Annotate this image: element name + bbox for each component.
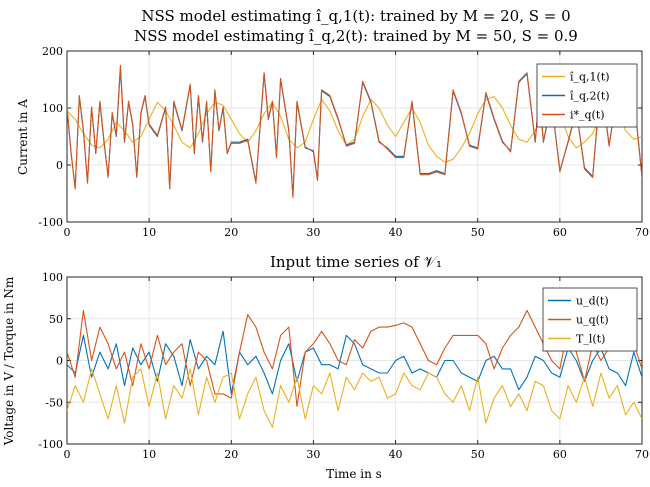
y-tick-label: 50 [49,313,63,326]
legend-label-0: u_d(t) [576,295,609,308]
x-tick-label: 50 [471,448,485,461]
legend-label-1: u_q(t) [576,314,609,327]
x-tick-label: 0 [64,226,71,239]
x-tick-label: 20 [224,448,238,461]
y-tick-label: 100 [42,271,63,284]
x-tick-label: 10 [142,226,156,239]
x-tick-label: 20 [224,226,238,239]
top-chart-title: NSS model estimating î_q,1(t): trained b… [141,7,570,25]
y-tick-label: 0 [56,159,63,172]
x-tick-label: 30 [306,226,320,239]
series-line-2 [67,368,642,428]
y-tick-label: 200 [42,45,63,58]
x-tick-label: 30 [306,448,320,461]
series-line-2 [67,64,642,199]
x-tick-label: 0 [64,448,71,461]
x-tick-label: 70 [635,448,649,461]
legend-label-2: T_l(t) [576,333,605,346]
x-tick-label: 60 [553,226,567,239]
top-chart-subtitle: NSS model estimating î_q,2(t): trained b… [134,27,578,45]
y-tick-label: -50 [45,396,63,409]
x-tick-label: 40 [389,448,403,461]
y-tick-label: -100 [38,438,63,451]
axes-frame [66,276,643,445]
x-tick-label: 60 [553,448,567,461]
legend-label-0: î_q,1(t) [570,71,610,84]
top-legend: î_q,1(t) î_q,2(t) i*_q(t) [536,63,638,128]
legend-label-2: i*_q(t) [570,109,605,122]
x-tick-label: 50 [471,226,485,239]
top-ylabel: Current in A [16,99,30,175]
y-tick-label: -100 [38,216,63,229]
bottom-chart-title: Input time series of 𝒱₁ [270,253,442,271]
x-tick-label: 40 [389,226,403,239]
bottom-xlabel: Time in s [326,467,382,481]
bottom-legend: u_d(t) u_q(t) T_l(t) [542,287,638,352]
x-tick-label: 10 [142,448,156,461]
x-tick-label: 70 [635,226,649,239]
bottom-ylabel: Voltage in V / Torque in Nm [2,276,16,446]
y-tick-label: 100 [42,102,63,115]
legend-label-1: î_q,2(t) [570,90,610,103]
y-tick-label: 0 [56,355,63,368]
